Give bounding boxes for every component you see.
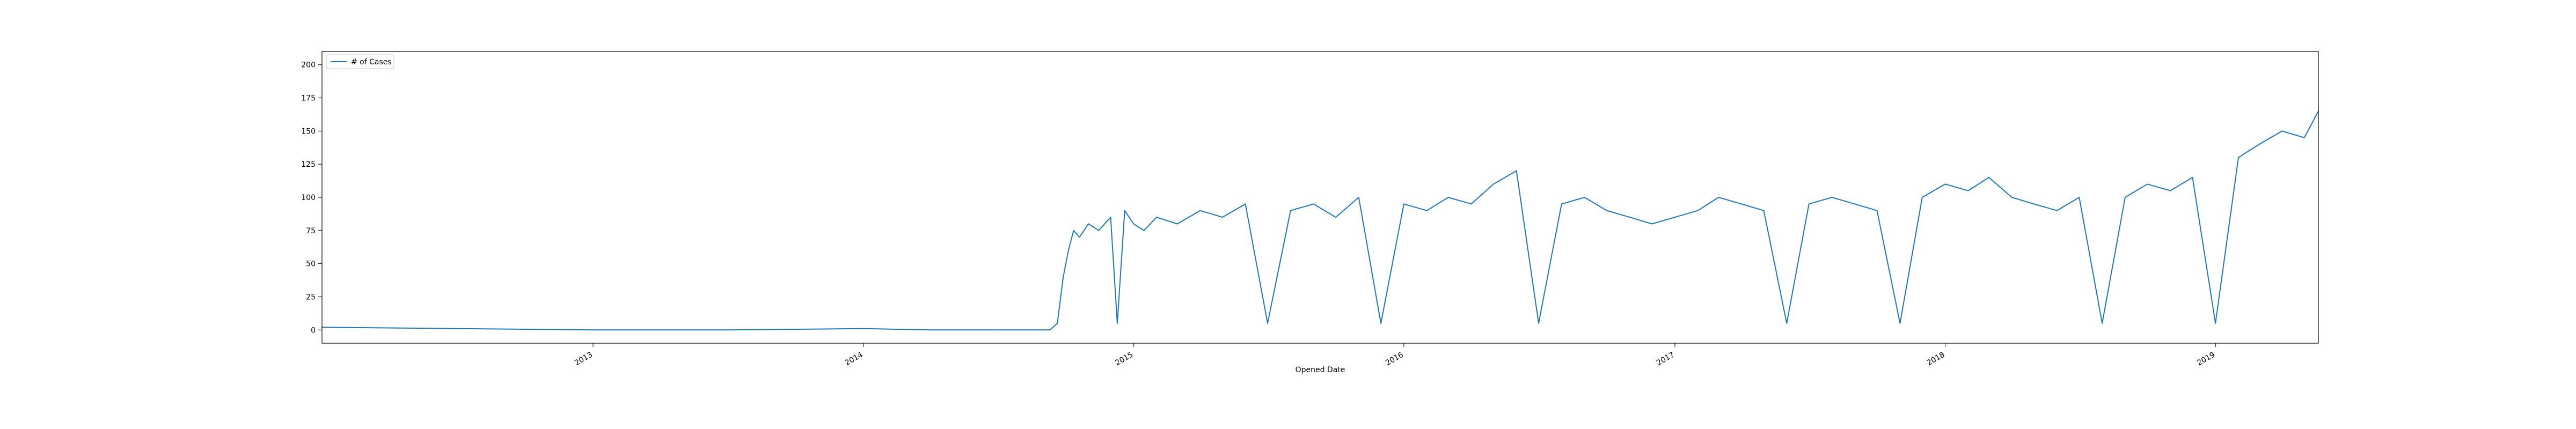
data-point <box>456 328 457 329</box>
data-point <box>2170 190 2171 191</box>
data-point <box>1222 217 1223 218</box>
data-point <box>1380 323 1381 324</box>
data-point <box>1718 197 1719 198</box>
x-tick-label: 2019 <box>2196 351 2216 368</box>
data-point <box>1098 230 1100 231</box>
y-tick-label: 75 <box>306 227 316 235</box>
data-point <box>1199 210 1201 211</box>
data-point <box>1358 197 1359 198</box>
data-point <box>1156 217 1157 218</box>
data-point <box>1088 223 1089 225</box>
legend-label: # of Cases <box>351 58 392 66</box>
data-point <box>2238 157 2239 158</box>
data-point <box>1290 210 1291 211</box>
data-point <box>1876 210 1878 211</box>
data-point <box>1988 177 1989 178</box>
data-point <box>1493 183 1494 185</box>
x-tick-label: 2018 <box>1926 351 1946 368</box>
data-point <box>592 329 594 331</box>
y-tick-label: 200 <box>301 61 316 70</box>
y-axis: 0 25 50 75 100 125 150 175 200 <box>301 61 322 335</box>
data-point <box>2215 323 2216 324</box>
data-point <box>1697 210 1699 211</box>
x-tick-label: 2014 <box>844 351 865 368</box>
data-point <box>1267 323 1268 324</box>
x-tick-label: 2017 <box>1655 351 1676 368</box>
data-point <box>1073 230 1074 231</box>
y-tick-label: 0 <box>311 326 316 335</box>
data-point <box>1117 323 1118 324</box>
data-point <box>1110 217 1111 218</box>
data-point <box>1049 329 1051 331</box>
data-point <box>1651 223 1652 225</box>
x-tick-label: 2016 <box>1384 351 1405 368</box>
data-point <box>1741 203 1742 205</box>
data-point <box>2079 197 2080 198</box>
data-point <box>1143 230 1145 231</box>
data-point <box>1176 223 1178 225</box>
data-point <box>1831 197 1833 198</box>
data-point <box>1584 197 1585 198</box>
y-tick-label: 175 <box>301 94 316 103</box>
data-point <box>2033 203 2035 205</box>
data-point <box>1403 203 1404 205</box>
data-point <box>1063 276 1064 278</box>
data-point <box>2102 323 2103 324</box>
data-point <box>1124 210 1125 211</box>
x-axis-label: Opened Date <box>1296 366 1345 374</box>
x-tick-label: 2015 <box>1114 351 1135 368</box>
data-point <box>1674 217 1675 218</box>
data-point <box>2125 197 2126 198</box>
data-point <box>1335 217 1336 218</box>
data-point <box>930 329 931 331</box>
data-point <box>1516 170 1517 172</box>
y-tick-label: 150 <box>301 127 316 136</box>
data-point <box>2147 183 2148 185</box>
y-tick-label: 25 <box>306 293 316 301</box>
data-point <box>727 329 728 331</box>
data-point <box>862 328 864 329</box>
data-point <box>2011 197 2012 198</box>
data-point <box>1899 323 1901 324</box>
data-point <box>2192 177 2193 178</box>
data-point <box>1133 223 1135 225</box>
data-point <box>1470 203 1472 205</box>
data-point <box>2258 144 2260 145</box>
data-point <box>1561 203 1562 205</box>
data-point <box>1313 203 1314 205</box>
y-tick-label: 125 <box>301 160 316 169</box>
x-axis: 2013 2014 2015 2016 2017 2018 2019 <box>573 343 2216 367</box>
data-point <box>997 329 998 331</box>
data-point <box>1629 217 1630 218</box>
data-point <box>1786 323 1788 324</box>
data-point <box>2304 137 2305 138</box>
legend: # of Cases <box>326 54 394 69</box>
legend-box <box>326 54 394 69</box>
data-point <box>1057 323 1058 324</box>
data-point <box>1426 210 1428 211</box>
data-point <box>1854 203 1855 205</box>
data-point <box>1944 183 1946 185</box>
data-point <box>1447 197 1449 198</box>
data-point <box>1068 250 1069 251</box>
data-point <box>1763 210 1765 211</box>
data-point <box>1079 236 1080 238</box>
data-point <box>1967 190 1969 191</box>
y-tick-label: 50 <box>306 260 316 269</box>
data-point <box>2281 130 2283 132</box>
plot-area <box>322 51 2318 343</box>
data-point <box>1606 210 1607 211</box>
x-tick-label: 2013 <box>573 351 594 368</box>
plot-frame <box>321 51 2319 344</box>
y-tick-label: 100 <box>301 194 316 202</box>
data-point <box>1538 323 1539 324</box>
data-point <box>1922 197 1923 198</box>
series-layer <box>321 110 2319 331</box>
data-point <box>1245 203 1246 205</box>
data-point <box>2057 210 2058 211</box>
data-point <box>1808 203 1810 205</box>
